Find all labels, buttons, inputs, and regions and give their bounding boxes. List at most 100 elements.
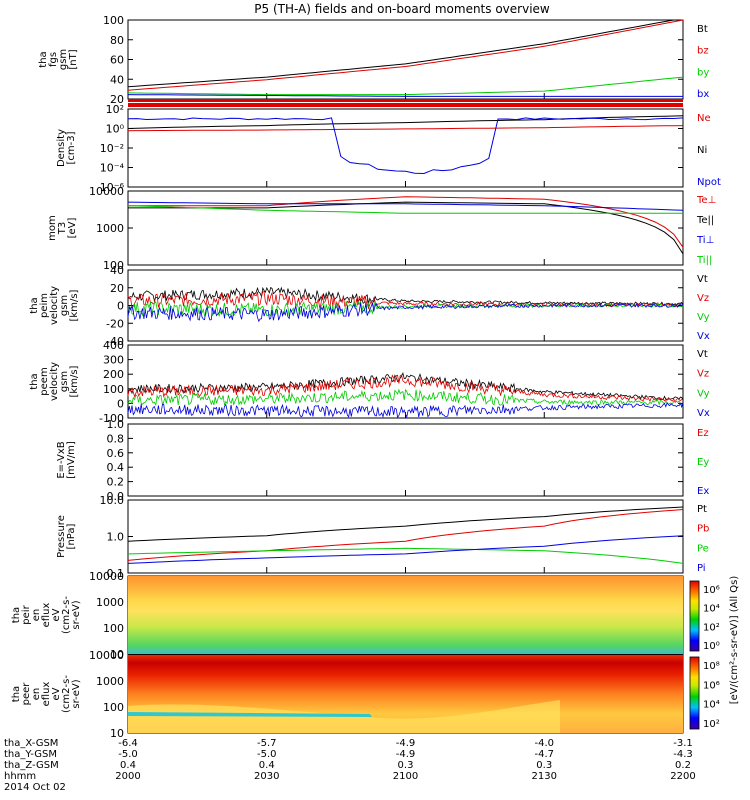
legend-Pb: Pb [697, 524, 709, 535]
ylabel-line: gsm [58, 49, 69, 70]
legend-bz: bz [697, 46, 709, 57]
ylabel-line: [cm-3] [66, 131, 77, 164]
ytick-label: 20 [110, 282, 124, 295]
ytick-label: 80 [110, 34, 124, 47]
ytick-label: 300 [103, 354, 124, 367]
series-Vx [127, 402, 684, 419]
ylabel-line: peir [21, 604, 32, 624]
legend-bx: bx [697, 89, 709, 100]
ylabel-line: [nT] [68, 49, 79, 69]
legend-Ni: Ni [697, 145, 707, 156]
ylabel-line: [nPa] [66, 523, 77, 549]
ytick-label: 0 [117, 397, 124, 410]
panel-6: 10.0 1.0 0.1 Pressure [nPa] Pt Pb Pe Pi [56, 494, 709, 580]
footer-value: 0.2 [675, 760, 691, 771]
panel-1: 10² 10⁰ 10⁻² 10⁻⁴ 10⁻⁶ Density [cm-3] Ne Ni Npot [56, 103, 721, 194]
legend-Npot: Npot [697, 177, 721, 188]
ytick-label: 40 [110, 264, 124, 277]
panel-5: 1.00.8 0.60.4 0.20.0 E=-VxB [mV/m] Ez Ey Ex [56, 418, 709, 503]
colorbar-tick: 10⁴ [703, 700, 720, 711]
ytick-label: 0.8 [107, 432, 125, 445]
ytick-label: 0.6 [107, 447, 125, 460]
ytick-label: 1.0 [107, 531, 125, 544]
ion-spectrogram-overlay [128, 576, 683, 654]
ytick-label: 10000 [89, 185, 124, 198]
colorbar-tick: 10⁶ [703, 680, 720, 691]
ylabel-line: velocity [49, 362, 60, 401]
legend-Pi: Pi [697, 563, 706, 574]
ylabel-line: peer [21, 682, 32, 706]
ytick-label: 10⁻² [100, 142, 124, 155]
ytick-label: 100 [103, 383, 124, 396]
ylabel-line: eflux [41, 682, 52, 707]
series-Ti⊥ [127, 201, 684, 211]
series-Pt [127, 506, 684, 542]
footer-value: 2100 [393, 771, 418, 782]
footer-value: -4.3 [673, 749, 693, 760]
legend-Vy: Vy [697, 388, 710, 399]
ytick-label: 20 [110, 93, 124, 106]
footer-value: 2130 [532, 771, 557, 782]
ylabel-line: [km/s] [69, 365, 80, 397]
series-by [127, 76, 684, 96]
ylabel-line: gsm [59, 371, 70, 392]
panel-frame [127, 423, 684, 497]
colorbar-tick: 10⁸ [703, 661, 720, 672]
fgs-quality-band [128, 99, 683, 102]
ylabel-line: mom [47, 215, 58, 241]
ytick-label: 400 [103, 339, 124, 352]
ylabel-line: eV [51, 608, 62, 621]
ytick-label: 100 [103, 701, 124, 714]
ytick-label: 1.0 [107, 418, 125, 431]
ytick-label: 10⁻⁴ [100, 162, 125, 175]
series-Vx [127, 302, 684, 323]
ytick-label: 1000 [96, 675, 124, 688]
legend-by: by [697, 67, 709, 78]
legend-Pt: Pt [697, 504, 707, 515]
ytick-label: -20 [106, 317, 124, 330]
ytick-label: 40 [110, 73, 124, 86]
ylabel-line: tha [38, 51, 49, 67]
legend-Vz: Vz [697, 293, 709, 304]
footer-row-label: tha_Y-GSM [4, 749, 57, 760]
series-Vt [127, 286, 684, 306]
ytick-label: 10 [110, 648, 124, 661]
panel-2: 10000 1000 100 mom T3 [eV] Te⊥ Te|| Ti⊥ Ti|| [47, 185, 716, 272]
panel-frame [127, 269, 684, 342]
ytick-label: 10000 [89, 649, 124, 662]
series-Vy [127, 388, 684, 407]
legend-Vz: Vz [697, 369, 709, 380]
series-Ne [127, 125, 684, 132]
legend-Ex: Ex [697, 486, 709, 497]
footer-value: -5.0 [118, 749, 138, 760]
colorbar-electron [689, 656, 700, 730]
ytick-label: 100 [103, 622, 124, 635]
ytick-label: 100 [103, 14, 124, 27]
series-Bt [127, 19, 683, 88]
footer-value: -6.4 [118, 738, 138, 749]
legend-Vy: Vy [697, 312, 710, 323]
ytick-label: 10.0 [100, 494, 125, 507]
footer-value: 2000 [115, 771, 140, 782]
legend-Vt: Vt [697, 349, 708, 360]
legend-Ez: Ez [697, 428, 709, 439]
footer-value: 0.3 [536, 760, 552, 771]
ylabel-line: tha [11, 686, 22, 702]
ytick-label: 60 [110, 54, 124, 67]
series-Vz [127, 374, 684, 404]
legend-Ti⊥: Ti⊥ [696, 235, 714, 246]
legend-Te⊥: Te⊥ [696, 195, 716, 206]
footer-value: -4.9 [396, 738, 416, 749]
ytick-label: 10⁰ [106, 123, 125, 136]
ylabel-line: en [31, 609, 42, 622]
series-Pe [127, 547, 684, 564]
legend-Vx: Vx [697, 331, 710, 342]
colorbar-ion [689, 580, 700, 652]
series-Pi [127, 535, 684, 564]
ytick-label: 0.2 [107, 476, 125, 489]
series-bz [127, 19, 684, 91]
footer-value: -5.7 [257, 738, 277, 749]
series-Npot [127, 117, 684, 175]
